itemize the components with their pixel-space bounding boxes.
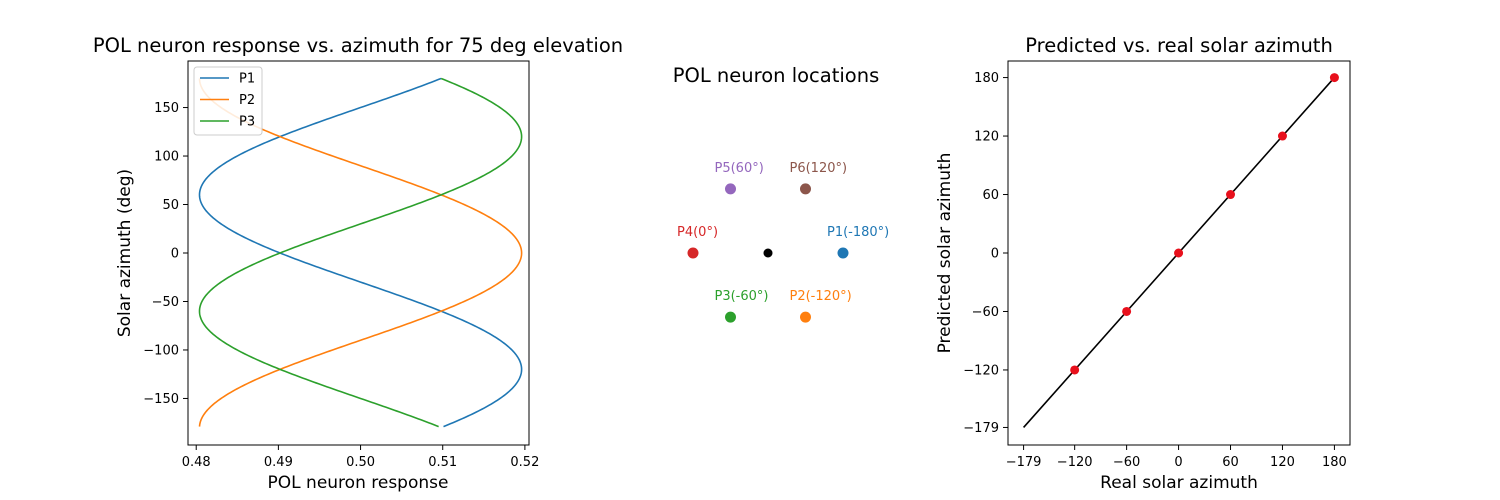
prediction-point	[1174, 248, 1184, 258]
legend-label-p1: P1	[239, 72, 255, 87]
x-tick-label: −120	[1057, 455, 1093, 470]
y-axis-label: Predicted solar azimuth	[935, 153, 955, 354]
series-line-p2	[198, 78, 523, 427]
chart-title: POL neuron response vs. azimuth for 75 d…	[93, 34, 623, 57]
chart-title: POL neuron locations	[673, 64, 880, 87]
y-axis-label: Solar azimuth (deg)	[115, 169, 135, 337]
x-tick-label: 0	[1174, 455, 1182, 470]
neuron-points: P1(-180°) P2(-120°) P3(-60°) P4(0°) P5(60°) P…	[677, 161, 889, 323]
y-tick-label: −60	[972, 305, 999, 320]
neuron-label: P2(-120°)	[790, 289, 852, 304]
x-axis-label: Real solar azimuth	[1100, 473, 1258, 493]
y-tick-label: −120	[963, 363, 999, 378]
x-tick-label: 0.50	[346, 455, 375, 470]
series-line-p3	[198, 77, 523, 428]
x-axis-label: POL neuron response	[268, 473, 449, 493]
y-tick-label: 0	[171, 247, 179, 262]
y-tick-label: 50	[162, 198, 179, 213]
axis-ticks: −179 −179 −120 −120 −60 −60 0 0 60 60 120 120 180 180	[963, 71, 1347, 470]
neuron-label: P5(60°)	[715, 161, 764, 176]
prediction-point	[1329, 73, 1339, 83]
x-tick-label: 0.48	[182, 455, 211, 470]
prediction-point	[1070, 365, 1080, 375]
prediction-point	[1226, 190, 1236, 200]
y-tick-label: 100	[154, 150, 179, 165]
prediction-point	[1277, 131, 1287, 141]
neuron-point	[725, 183, 736, 195]
neuron-locations-chart: POL neuron locations P1(-180°)P2(-120°)P…	[673, 64, 889, 323]
neuron-label: P3(-60°)	[715, 289, 769, 304]
prediction-point	[1122, 306, 1132, 316]
legend: P1 P2 P3	[193, 66, 263, 136]
neuron-point	[687, 247, 699, 259]
x-tick-label: 60	[1222, 455, 1239, 470]
legend-box	[193, 66, 263, 136]
x-tick-label: −60	[1113, 455, 1140, 470]
plot-marks	[1022, 73, 1339, 428]
chart-title: Predicted vs. real solar azimuth	[1025, 34, 1333, 57]
y-tick-label: −179	[963, 421, 999, 436]
x-tick-label: 180	[1322, 455, 1347, 470]
y-tick-label: 150	[154, 101, 179, 116]
neuron-point	[763, 248, 773, 258]
plot-frame	[1007, 60, 1351, 446]
y-tick-label: −50	[152, 295, 179, 310]
neuron-point	[725, 311, 736, 323]
neuron-point	[800, 311, 811, 323]
plot-frame	[187, 60, 530, 446]
y-tick-label: 180	[974, 71, 999, 86]
series-lines	[198, 77, 523, 428]
y-tick-label: 120	[974, 130, 999, 145]
axis-ticks: 0.48 0.49 0.50 0.51 0.52 −150 −100 −50 0 50 100 150	[143, 101, 539, 470]
neuron-label: P1(-180°)	[827, 225, 889, 240]
x-tick-label: 120	[1270, 455, 1295, 470]
predicted-vs-real-chart: Predicted vs. real solar azimuth Real so…	[935, 34, 1351, 493]
response-vs-azimuth-chart: POL neuron response vs. azimuth for 75 d…	[93, 34, 623, 493]
y-tick-label: 0	[991, 247, 999, 262]
neuron-label: P6(120°)	[790, 161, 848, 176]
x-tick-label: 0.52	[510, 455, 539, 470]
x-tick-label: 0.51	[428, 455, 457, 470]
y-tick-label: −150	[143, 392, 179, 407]
x-tick-label: −179	[1006, 455, 1042, 470]
y-tick-label: 60	[982, 188, 999, 203]
x-tick-label: 0.49	[264, 455, 293, 470]
legend-label-p2: P2	[239, 93, 255, 108]
legend-label-p3: P3	[239, 115, 255, 130]
neuron-point	[800, 183, 811, 195]
y-tick-label: −100	[143, 343, 179, 358]
neuron-label: P4(0°)	[677, 225, 718, 240]
neuron-point	[837, 247, 849, 259]
